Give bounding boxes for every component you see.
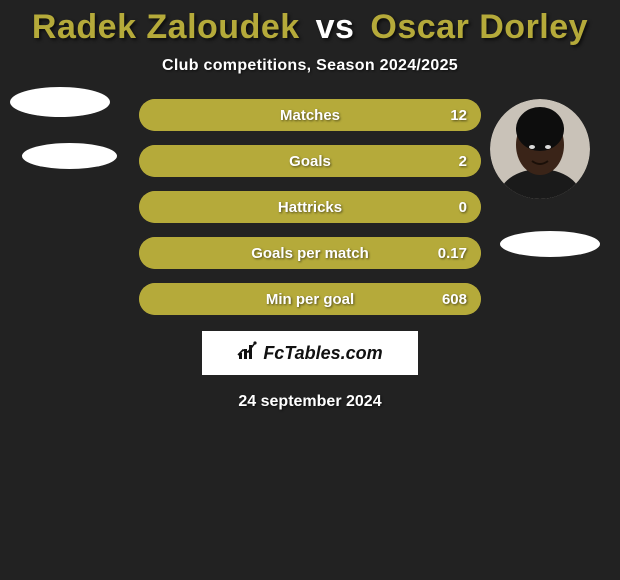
stat-label: Goals per match [251,245,369,262]
right-avatar-shadow-ellipse [500,231,600,257]
player1-name: Radek Zaloudek [32,8,300,46]
avatar-photo-icon [490,99,590,199]
stat-bars: Matches 12 Goals 2 Hattricks 0 Goals per match… [139,99,481,315]
content-area: Matches 12 Goals 2 Hattricks 0 Goals per match… [0,99,620,411]
stat-bar: Goals 2 [139,145,481,177]
stat-value: 2 [459,153,467,170]
stat-bar: Hattricks 0 [139,191,481,223]
vs-text: vs [316,8,355,46]
bar-chart-icon [237,341,259,366]
page-title: Radek Zaloudek vs Oscar Dorley [0,0,620,51]
date: 24 september 2024 [0,393,620,411]
stat-value: 12 [450,107,467,124]
stat-bar: Goals per match 0.17 [139,237,481,269]
fctables-logo-box: FcTables.com [202,331,418,375]
stat-value: 608 [442,291,467,308]
fctables-logo-text: FcTables.com [263,343,382,364]
stat-bar: Min per goal 608 [139,283,481,315]
stat-label: Min per goal [266,291,354,308]
stat-label: Matches [280,107,340,124]
left-avatar-placeholder-bottom [22,143,117,169]
right-avatar [490,99,590,199]
player2-name: Oscar Dorley [370,8,588,46]
stat-value: 0 [459,199,467,216]
stat-bar: Matches 12 [139,99,481,131]
subtitle: Club competitions, Season 2024/2025 [0,57,620,75]
left-avatar-placeholder-top [10,87,110,117]
stat-label: Goals [289,153,331,170]
stat-value: 0.17 [438,245,467,262]
stat-label: Hattricks [278,199,342,216]
